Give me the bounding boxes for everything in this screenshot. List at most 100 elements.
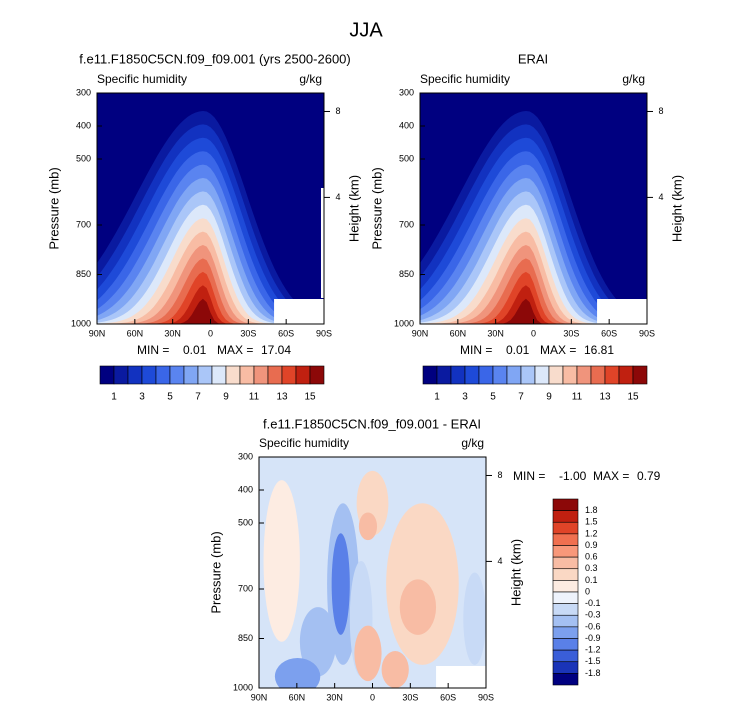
colorbar-box	[552, 673, 579, 686]
colorbar-box	[141, 365, 157, 385]
min-label: MIN =	[513, 469, 545, 483]
colorbar-label: -0.3	[585, 610, 601, 620]
colorbar-box	[478, 365, 494, 385]
contour	[399, 579, 437, 635]
colorbar-box	[548, 365, 564, 385]
colorbar-box	[552, 533, 579, 546]
colorbar-box	[183, 365, 199, 385]
colorbar-box	[267, 365, 283, 385]
colorbar-label: -1.2	[585, 645, 601, 655]
contour	[299, 607, 337, 677]
colorbar-label: -1.5	[585, 656, 601, 666]
y-axis-label: Pressure (mb)	[46, 167, 61, 249]
right-label: g/kg	[299, 72, 322, 86]
x-tick-label: 90S	[639, 328, 655, 338]
colorbar-box	[576, 365, 592, 385]
y-tick-label: 400	[399, 120, 414, 130]
colorbar-box	[552, 510, 579, 523]
left-label: Specific humidity	[97, 72, 187, 86]
colorbar-label: 0.1	[585, 575, 598, 585]
colorbar-box	[552, 556, 579, 570]
max-value: 17.04	[261, 343, 291, 357]
colorbar-box	[618, 365, 634, 385]
colorbar-box	[552, 661, 579, 674]
max-label: MAX =	[217, 343, 253, 357]
colorbar-box	[127, 365, 143, 385]
x-tick-label: 90S	[478, 692, 494, 702]
missing	[436, 666, 486, 688]
colorbar-box	[492, 365, 508, 385]
colorbar-box	[562, 365, 578, 385]
colorbar-label: 3	[462, 392, 468, 403]
x-tick-label: 60S	[278, 328, 294, 338]
y-tick-label: 700	[399, 219, 414, 229]
x-tick-label: 60S	[601, 328, 617, 338]
field	[259, 457, 486, 688]
y-tick-label: 300	[238, 451, 253, 461]
colorbar-label: -1.8	[585, 668, 601, 678]
contour	[420, 285, 647, 324]
x-tick-label: 90N	[251, 692, 268, 702]
contour	[97, 285, 324, 324]
contour	[274, 657, 321, 688]
colorbar-box	[464, 365, 480, 385]
colorbar-box	[99, 365, 115, 385]
right-label: g/kg	[622, 72, 645, 86]
colorbar-label: 0	[585, 586, 590, 596]
colorbar-box	[169, 365, 185, 385]
left-label: Specific humidity	[420, 72, 510, 86]
x-tick-label: 90N	[412, 328, 429, 338]
contour	[420, 298, 647, 324]
colorbar-box	[225, 365, 241, 385]
colorbar-label: -0.6	[585, 621, 601, 631]
colorbar-label: 1.2	[585, 528, 598, 538]
colorbar-box	[552, 568, 579, 581]
min-value: -1.00	[559, 469, 587, 483]
colorbar-label: 0.9	[585, 540, 598, 550]
y2-tick-label: 8	[497, 470, 502, 480]
colorbar-label: 5	[490, 392, 496, 403]
x-tick-label: 90N	[89, 328, 106, 338]
colorbar-box	[552, 580, 579, 593]
colorbar-label: 15	[627, 392, 639, 403]
colorbar-box	[552, 649, 579, 663]
colorbar-label: 7	[518, 392, 524, 403]
colorbar-box	[552, 545, 579, 558]
colorbar-label: 13	[599, 392, 611, 403]
contour	[331, 533, 350, 635]
missing	[597, 299, 647, 324]
colorbar-box	[552, 614, 579, 628]
colorbar-label: 11	[249, 392, 260, 403]
y-tick-label: 400	[76, 120, 91, 130]
x-tick-label: 60S	[440, 692, 456, 702]
colorbar-box	[436, 365, 452, 385]
y2-tick-label: 4	[335, 192, 340, 202]
y-axis-label: Pressure (mb)	[369, 167, 384, 249]
colorbar-label: 9	[546, 392, 552, 403]
missing	[321, 188, 324, 298]
x-tick-label: 60N	[289, 692, 306, 702]
colorbar-box	[552, 498, 579, 511]
colorbar-box	[422, 365, 438, 385]
colorbar-box	[552, 591, 579, 604]
y-tick-label: 700	[76, 219, 91, 229]
x-tick-label: 60N	[450, 328, 467, 338]
colorbar-label: 15	[304, 392, 316, 403]
colorbar-label: 0.3	[585, 563, 598, 573]
colorbar-box	[534, 365, 550, 385]
missing	[274, 299, 324, 324]
colorbar-box	[295, 365, 311, 385]
colorbar-label: 13	[276, 392, 288, 403]
x-tick-label: 0	[531, 328, 536, 338]
colorbar-box	[309, 365, 325, 385]
y-tick-label: 400	[238, 484, 253, 494]
colorbar-box	[604, 365, 620, 385]
y2-tick-label: 4	[497, 556, 502, 566]
colorbar-box	[450, 365, 466, 385]
field	[97, 93, 324, 324]
colorbar-label: 3	[139, 392, 145, 403]
contour	[358, 512, 378, 541]
colorbar-box	[552, 626, 579, 639]
max-label: MAX =	[540, 343, 576, 357]
